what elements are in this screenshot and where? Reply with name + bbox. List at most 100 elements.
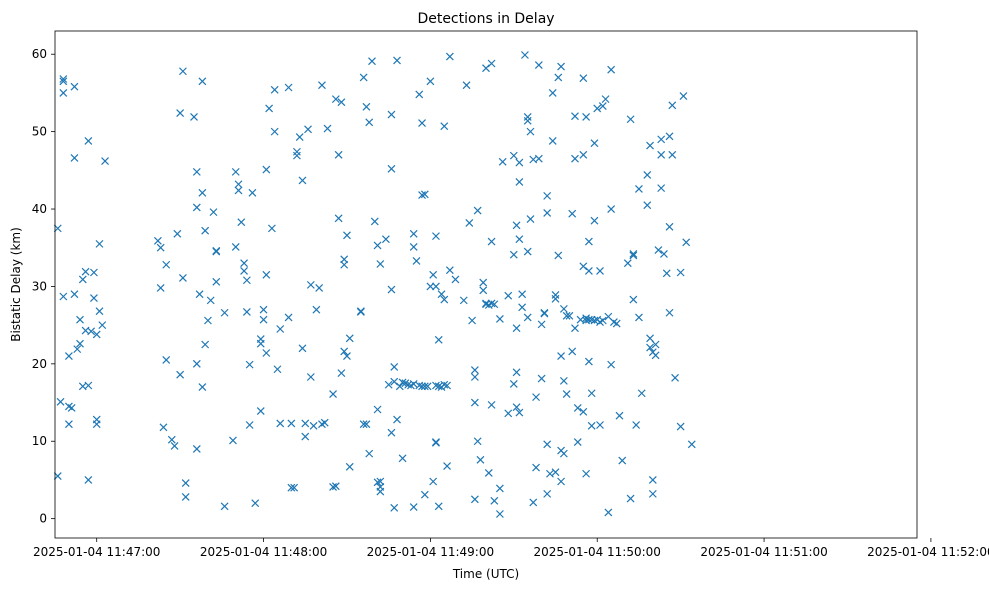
marker-stroke (512, 403, 521, 412)
data-point (451, 275, 460, 284)
marker-stroke (443, 462, 451, 470)
marker-stroke (665, 308, 674, 317)
marker-stroke (423, 382, 432, 391)
marker-stroke (676, 422, 685, 431)
marker-stroke (259, 315, 268, 324)
marker-stroke (565, 311, 574, 320)
marker-stroke (401, 379, 410, 388)
data-point (562, 311, 571, 320)
marker-stroke (262, 165, 271, 174)
marker-stroke (637, 389, 646, 398)
marker-stroke (432, 282, 440, 291)
marker-stroke (231, 167, 240, 176)
marker-stroke (604, 312, 613, 321)
data-point (584, 357, 593, 366)
data-point (607, 205, 616, 213)
data-point (368, 57, 376, 66)
marker-stroke (551, 468, 560, 477)
data-point (376, 260, 385, 268)
data-point (220, 308, 229, 317)
data-point (304, 125, 312, 134)
marker-stroke (64, 402, 73, 411)
data-point (340, 347, 349, 356)
marker-stroke (231, 243, 240, 251)
data-point (198, 188, 207, 197)
marker-stroke (529, 155, 538, 164)
data-point (195, 290, 204, 299)
marker-stroke (473, 206, 482, 215)
marker-stroke (220, 308, 229, 317)
marker-stroke (584, 267, 593, 275)
data-point (206, 296, 215, 305)
data-point (573, 438, 582, 446)
data-point (287, 483, 296, 492)
marker-stroke (390, 503, 399, 512)
data-point (579, 150, 588, 159)
marker-stroke (84, 476, 93, 484)
marker-stroke (635, 313, 643, 322)
marker-stroke (660, 250, 668, 258)
data-point (298, 344, 307, 353)
data-point (548, 136, 557, 145)
marker-stroke (176, 109, 185, 117)
marker-stroke (440, 380, 449, 389)
marker-stroke (521, 51, 529, 59)
marker-stroke (487, 299, 496, 308)
marker-stroke (632, 421, 641, 429)
marker-stroke (665, 222, 674, 231)
marker-stroke (445, 266, 454, 275)
data-point (267, 224, 276, 233)
marker-stroke (465, 219, 474, 227)
marker-stroke (532, 393, 540, 402)
marker-stroke (415, 90, 424, 99)
marker-stroke (582, 316, 591, 325)
marker-stroke (526, 127, 535, 136)
marker-stroke (409, 229, 418, 238)
data-point (537, 320, 546, 329)
marker-stroke (201, 340, 210, 349)
marker-stroke (598, 316, 607, 325)
data-point (518, 303, 527, 312)
marker-stroke (504, 409, 513, 418)
marker-stroke (320, 418, 329, 427)
marker-stroke (292, 151, 301, 160)
data-point (470, 495, 479, 504)
marker-stroke (571, 324, 579, 333)
x-axis: 2025-01-04 11:47:00 2025-01-04 11:48:00 20… (33, 538, 989, 559)
marker-stroke (557, 62, 566, 71)
data-point (445, 52, 454, 61)
marker-stroke (298, 176, 307, 185)
marker-stroke (626, 494, 635, 503)
marker-stroke (259, 305, 268, 314)
marker-stroke (534, 61, 543, 69)
data-point (618, 456, 627, 465)
data-point (295, 133, 304, 141)
data-point (331, 482, 340, 491)
marker-stroke (87, 327, 96, 336)
data-point (607, 360, 616, 369)
marker-stroke (334, 150, 343, 159)
marker-stroke (59, 292, 68, 301)
marker-stroke (390, 363, 399, 371)
marker-stroke (76, 339, 84, 348)
marker-stroke (362, 102, 371, 111)
marker-stroke (523, 116, 532, 125)
data-point (612, 319, 621, 328)
marker-stroke (557, 477, 566, 486)
marker-stroke (398, 454, 407, 463)
x-axis-label: Time (UTC) (452, 567, 519, 581)
data-point (242, 276, 251, 285)
marker-stroke (301, 432, 310, 441)
data-point (334, 214, 343, 223)
marker-stroke (646, 141, 654, 150)
marker-stroke (515, 178, 524, 186)
data-point (176, 109, 185, 117)
data-point (676, 422, 685, 431)
marker-stroke (598, 102, 607, 111)
marker-stroke (287, 483, 296, 492)
data-point (162, 356, 171, 364)
marker-stroke (420, 382, 429, 391)
x-tick-label: 2025-01-04 11:49:00 (367, 545, 494, 559)
data-point (284, 83, 293, 92)
marker-stroke (479, 286, 488, 295)
